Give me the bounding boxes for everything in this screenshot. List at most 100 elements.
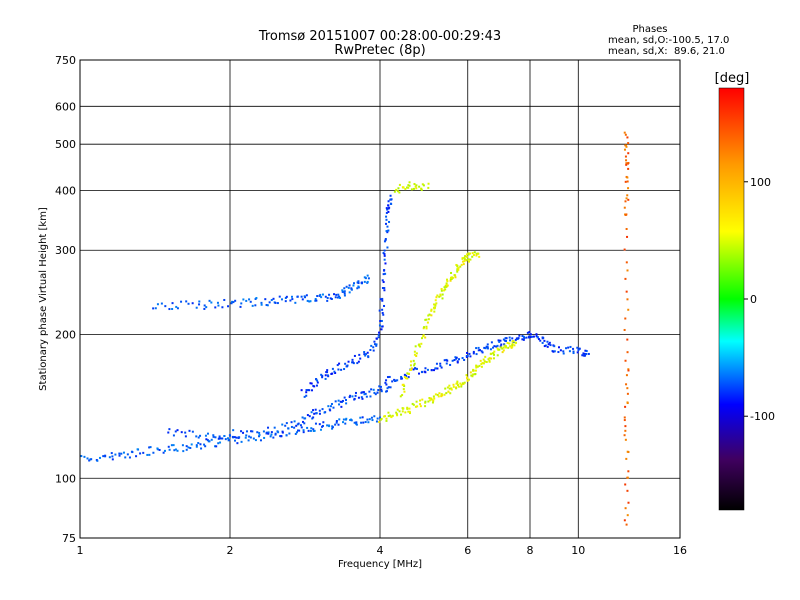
data-point [395, 411, 398, 414]
data-point [381, 325, 384, 328]
data-point [496, 347, 499, 350]
data-point [326, 297, 329, 300]
data-point [537, 338, 540, 341]
data-point [449, 279, 452, 282]
data-point [385, 215, 388, 218]
data-point [385, 207, 388, 210]
data-point [626, 387, 629, 390]
data-point [387, 415, 390, 418]
data-point [469, 355, 472, 358]
data-point [326, 369, 329, 372]
data-point [248, 298, 251, 301]
data-point [433, 303, 436, 306]
data-point [254, 304, 257, 307]
data-point [415, 187, 418, 190]
data-point [234, 299, 237, 302]
data-point [626, 136, 629, 139]
data-point [475, 254, 478, 257]
data-point [391, 380, 394, 383]
data-point [539, 339, 542, 342]
data-point [168, 448, 171, 451]
data-point [381, 299, 384, 302]
data-point [344, 422, 347, 425]
data-point [562, 352, 565, 355]
data-point [384, 239, 387, 242]
data-point [383, 240, 386, 243]
data-point [363, 353, 366, 356]
data-point [559, 349, 562, 352]
data-point [357, 282, 360, 285]
data-point [290, 421, 293, 424]
data-point [388, 220, 391, 223]
data-point [250, 430, 253, 433]
data-point [167, 431, 170, 434]
data-point [440, 366, 443, 369]
data-point [434, 303, 437, 306]
data-point [364, 277, 367, 280]
data-point [285, 422, 288, 425]
data-point [451, 276, 454, 279]
data-point [406, 406, 409, 409]
data-point [552, 350, 555, 353]
data-point [466, 253, 469, 256]
data-point [433, 310, 436, 313]
data-point [474, 369, 477, 372]
data-point [402, 407, 405, 410]
y-tick-label: 500 [55, 138, 76, 151]
data-point [347, 286, 350, 289]
data-point [498, 348, 501, 351]
data-point [450, 387, 453, 390]
data-point [414, 367, 417, 370]
data-point [476, 365, 479, 368]
data-point [295, 424, 298, 427]
data-point [375, 337, 378, 340]
data-point [418, 372, 421, 375]
data-point [274, 433, 277, 436]
data-point [102, 455, 105, 458]
data-point [442, 289, 445, 292]
data-point [289, 299, 292, 302]
data-point [379, 385, 382, 388]
data-point [311, 389, 314, 392]
data-point [386, 387, 389, 390]
data-point [337, 293, 340, 296]
data-point [419, 345, 422, 348]
data-point [568, 350, 571, 353]
data-point [156, 448, 159, 451]
data-point [423, 370, 426, 373]
data-point [477, 346, 480, 349]
data-point [624, 317, 627, 320]
data-point [435, 362, 438, 365]
data-point [443, 286, 446, 289]
data-point [415, 367, 418, 370]
data-point [459, 265, 462, 268]
data-point [625, 383, 628, 386]
data-point [224, 438, 227, 441]
data-point [512, 340, 515, 343]
data-point [581, 354, 584, 357]
data-point [239, 305, 242, 308]
data-point [386, 208, 389, 211]
data-point [466, 376, 469, 379]
data-point [624, 180, 627, 183]
data-point [378, 421, 381, 424]
data-point [426, 321, 429, 324]
data-point [385, 230, 388, 233]
data-point [626, 514, 629, 517]
data-point [396, 379, 399, 382]
data-point [464, 255, 467, 258]
data-point [441, 293, 444, 296]
data-point [242, 298, 245, 301]
data-point [341, 399, 344, 402]
data-point [238, 436, 241, 439]
data-point [312, 428, 315, 431]
data-point [401, 394, 404, 397]
data-point [333, 370, 336, 373]
data-point [466, 351, 469, 354]
data-point [396, 414, 399, 417]
x-tick-label: 10 [571, 544, 585, 557]
data-point [446, 280, 449, 283]
data-point [297, 422, 300, 425]
data-point [431, 401, 434, 404]
data-point [256, 431, 259, 434]
